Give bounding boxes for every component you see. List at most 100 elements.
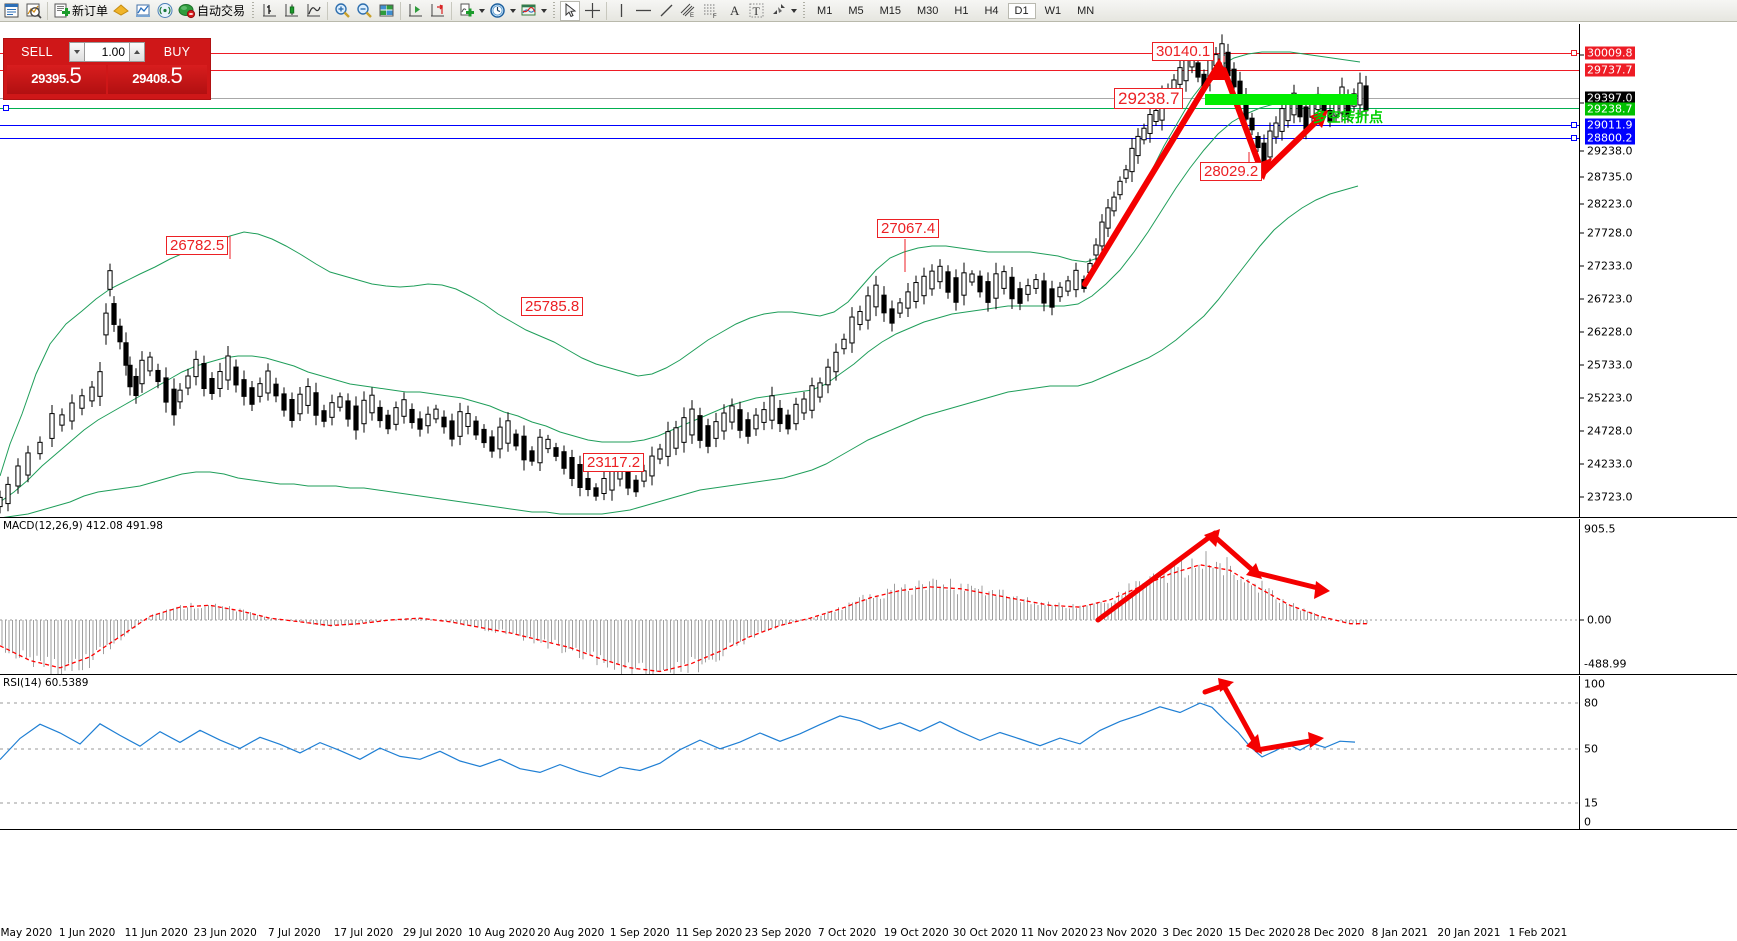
- timeframe-m15[interactable]: M15: [879, 4, 901, 17]
- volume-stepper[interactable]: 1.00: [69, 42, 145, 62]
- time-axis-label: 1 Sep 2020: [609, 927, 670, 939]
- one-click-trading-panel[interactable]: SELL 1.00 BUY 29395 . 5 29408 . 5: [3, 38, 211, 100]
- timeframe-m5[interactable]: M5: [848, 4, 864, 17]
- macd-arrows-svg: [1095, 529, 1330, 623]
- templates-icon[interactable]: [518, 1, 538, 21]
- toolbar-divider-3: [400, 1, 402, 20]
- signals-icon[interactable]: [133, 1, 153, 21]
- line-chart-icon[interactable]: [303, 1, 323, 21]
- annotation-26782[interactable]: 26782.5: [166, 236, 229, 255]
- price-badge-29238[interactable]: 29238.7: [1585, 102, 1635, 116]
- rsi-plot-area[interactable]: [0, 676, 1580, 829]
- annotation-25785[interactable]: 25785.8: [521, 297, 584, 316]
- horizontal-line-tool-icon[interactable]: [633, 1, 654, 21]
- rsi-scale[interactable]: 100 80 50 15 0: [1580, 676, 1737, 829]
- price-badge-29011[interactable]: 29011.9: [1585, 118, 1635, 132]
- bollinger-lower-band: [3, 185, 1359, 517]
- volume-decrease-icon[interactable]: [69, 42, 85, 62]
- rsi-pane[interactable]: RSI(14) 60.5389 100 80 50 15 0: [0, 676, 1737, 830]
- period-clock-icon[interactable]: [487, 1, 507, 21]
- svg-text:F: F: [713, 14, 717, 19]
- time-axis-label: 28 Dec 2020: [1297, 927, 1365, 939]
- price-scale[interactable]: 30233.0 29737.0 29238.0 28735.0 28223.0 …: [1580, 24, 1737, 517]
- level-handle-29011[interactable]: [1571, 122, 1577, 128]
- price-badge-29737[interactable]: 29737.7: [1585, 63, 1635, 77]
- cursor-tool-icon[interactable]: [560, 0, 581, 21]
- timeframe-h4[interactable]: H4: [984, 4, 999, 17]
- timeframe-m30[interactable]: M30: [917, 4, 939, 17]
- terminal-window-icon[interactable]: [1, 1, 21, 21]
- text-tool-icon[interactable]: A: [724, 1, 744, 21]
- vertical-line-tool-icon[interactable]: [611, 1, 631, 21]
- annotation-27067[interactable]: 27067.4: [877, 219, 940, 238]
- macd-pane[interactable]: MACD(12,26,9) 412.08 491.98 905.5 0.00 -…: [0, 519, 1737, 675]
- new-order-button[interactable]: 新订单: [52, 1, 109, 21]
- macd-scale[interactable]: 905.5 0.00 -488.99: [1580, 519, 1737, 674]
- shapes-dropdown-arrow-icon[interactable]: [789, 2, 798, 20]
- price-tick: 28223.0: [1580, 198, 1633, 211]
- price-badge-30009[interactable]: 30009.8: [1585, 46, 1635, 60]
- macd-plot-area[interactable]: [0, 519, 1580, 674]
- rsi-tick: 100: [1584, 677, 1605, 691]
- auto-trading-button[interactable]: 自动交易: [177, 1, 246, 21]
- data-window-icon[interactable]: [376, 1, 396, 21]
- timeframe-w1[interactable]: W1: [1044, 4, 1062, 17]
- price-badge-29397[interactable]: 29397.0: [1585, 91, 1635, 105]
- toolbar-divider-4: [451, 1, 453, 20]
- candlestick-chart-icon[interactable]: [281, 1, 301, 21]
- trendline-tool-icon[interactable]: [656, 1, 676, 21]
- volume-increase-icon[interactable]: [129, 42, 145, 62]
- indicators-dropdown-arrow-icon[interactable]: [477, 2, 486, 20]
- price-chart-pane[interactable]: 30233.0 29737.0 29238.0 28735.0 28223.0 …: [0, 24, 1737, 518]
- sell-price-integer: 29395: [31, 71, 66, 86]
- level-handle-29238-left[interactable]: [3, 105, 9, 111]
- bar-chart-icon[interactable]: [259, 1, 279, 21]
- volume-input[interactable]: 1.00: [85, 42, 129, 62]
- arrows-shapes-tool-icon[interactable]: [768, 1, 788, 21]
- timeframe-mn[interactable]: MN: [1077, 4, 1095, 17]
- period-dropdown-arrow-icon[interactable]: [508, 2, 517, 20]
- toolbar-separator: [249, 1, 257, 20]
- time-axis[interactable]: 20 May 2020 1 Jun 2020 11 Jun 2020 23 Jun 2…: [0, 831, 1737, 941]
- annotation-30140[interactable]: 30140.1: [1152, 42, 1215, 61]
- wifi-broadcast-icon[interactable]: [155, 1, 175, 21]
- mql5-community-icon[interactable]: [111, 1, 131, 21]
- sell-price-fraction: 5: [69, 63, 82, 88]
- timeframe-m1[interactable]: M1: [817, 4, 833, 17]
- time-axis-label: 23 Sep 2020: [744, 927, 812, 939]
- macd-tick: 0.00: [1580, 614, 1612, 627]
- text-label-tool-icon[interactable]: T: [746, 1, 766, 21]
- timeframe-h1[interactable]: H1: [954, 4, 969, 17]
- fibonacci-tool-icon[interactable]: F: [701, 1, 722, 21]
- annotation-28029[interactable]: 28029.2: [1200, 162, 1263, 181]
- level-handle-30009[interactable]: [1571, 50, 1577, 56]
- market-watch-icon[interactable]: [23, 1, 43, 21]
- price-badge-28800[interactable]: 28800.2: [1585, 131, 1635, 145]
- price-plot-area[interactable]: [0, 24, 1580, 517]
- crosshair-tool-icon[interactable]: [582, 1, 602, 21]
- equidistant-channel-tool-icon[interactable]: E: [678, 1, 699, 21]
- sell-button[interactable]: SELL: [21, 45, 53, 59]
- buy-button[interactable]: BUY: [163, 45, 191, 59]
- timeframe-d1[interactable]: D1: [1007, 2, 1036, 19]
- indicators-add-icon[interactable]: [456, 1, 476, 21]
- templates-dropdown-arrow-icon[interactable]: [539, 2, 548, 20]
- zoom-in-icon[interactable]: [332, 1, 352, 21]
- zoom-out-icon[interactable]: [354, 1, 374, 21]
- annotation-turning-point-text[interactable]: 多空转折点: [1313, 110, 1383, 126]
- time-axis-label: 11 Sep 2020: [675, 927, 743, 939]
- rsi-tick: 15: [1584, 796, 1598, 810]
- time-axis-label: 10 Aug 2020: [467, 927, 536, 939]
- toolbar-divider-2: [327, 1, 329, 20]
- buy-price[interactable]: 29408 . 5: [108, 65, 207, 94]
- time-axis-label: 3 Dec 2020: [1162, 927, 1223, 939]
- annotation-29238[interactable]: 29238.7: [1114, 88, 1184, 109]
- level-handle-28800[interactable]: [1571, 135, 1577, 141]
- main-toolbar: 新订单: [0, 0, 1737, 22]
- annotation-23117[interactable]: 23117.2: [583, 453, 645, 472]
- auto-scroll-icon[interactable]: [427, 1, 447, 21]
- toolbar-divider-5: [606, 1, 608, 20]
- shift-chart-end-icon[interactable]: [405, 1, 425, 21]
- time-axis-label: 7 Oct 2020: [817, 927, 877, 939]
- sell-price[interactable]: 29395 . 5: [7, 65, 106, 94]
